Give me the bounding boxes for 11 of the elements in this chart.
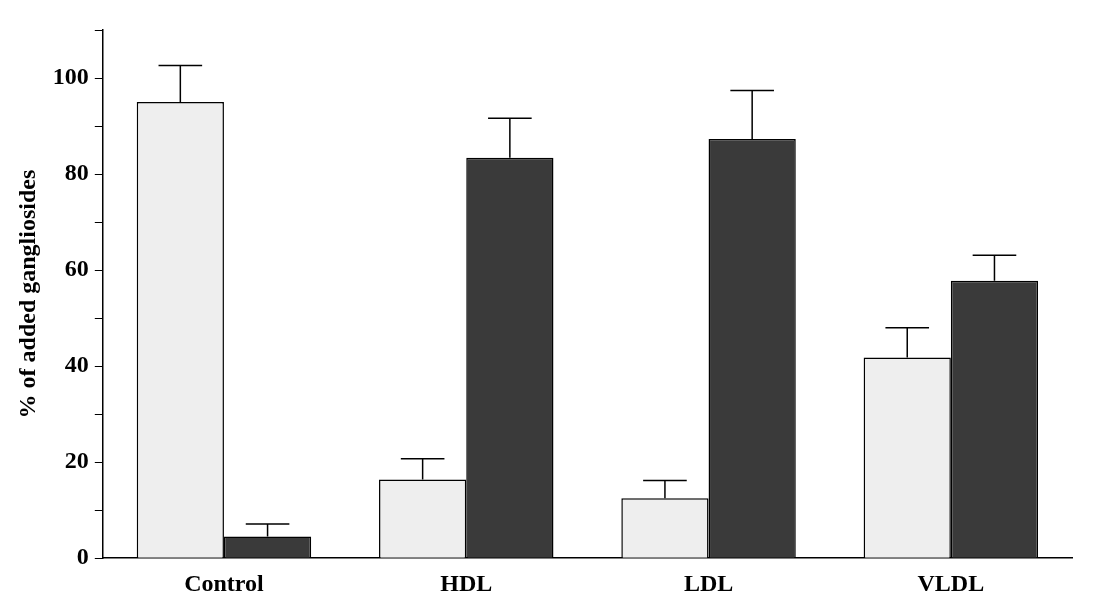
x-tick-label: VLDL — [917, 569, 985, 596]
y-tick-label: 80 — [64, 159, 89, 186]
y-tick-label: 0 — [76, 543, 89, 570]
y-axis-title: % of added gangliosides — [13, 169, 40, 419]
x-tick-label: LDL — [683, 569, 734, 596]
x-tick-label: Control — [184, 569, 265, 596]
y-tick-label: 40 — [64, 351, 89, 378]
y-tick-label: 100 — [52, 63, 89, 90]
y-tick-label: 60 — [64, 255, 89, 282]
y-tick-label: 20 — [64, 447, 89, 474]
x-tick-label: HDL — [440, 569, 493, 596]
